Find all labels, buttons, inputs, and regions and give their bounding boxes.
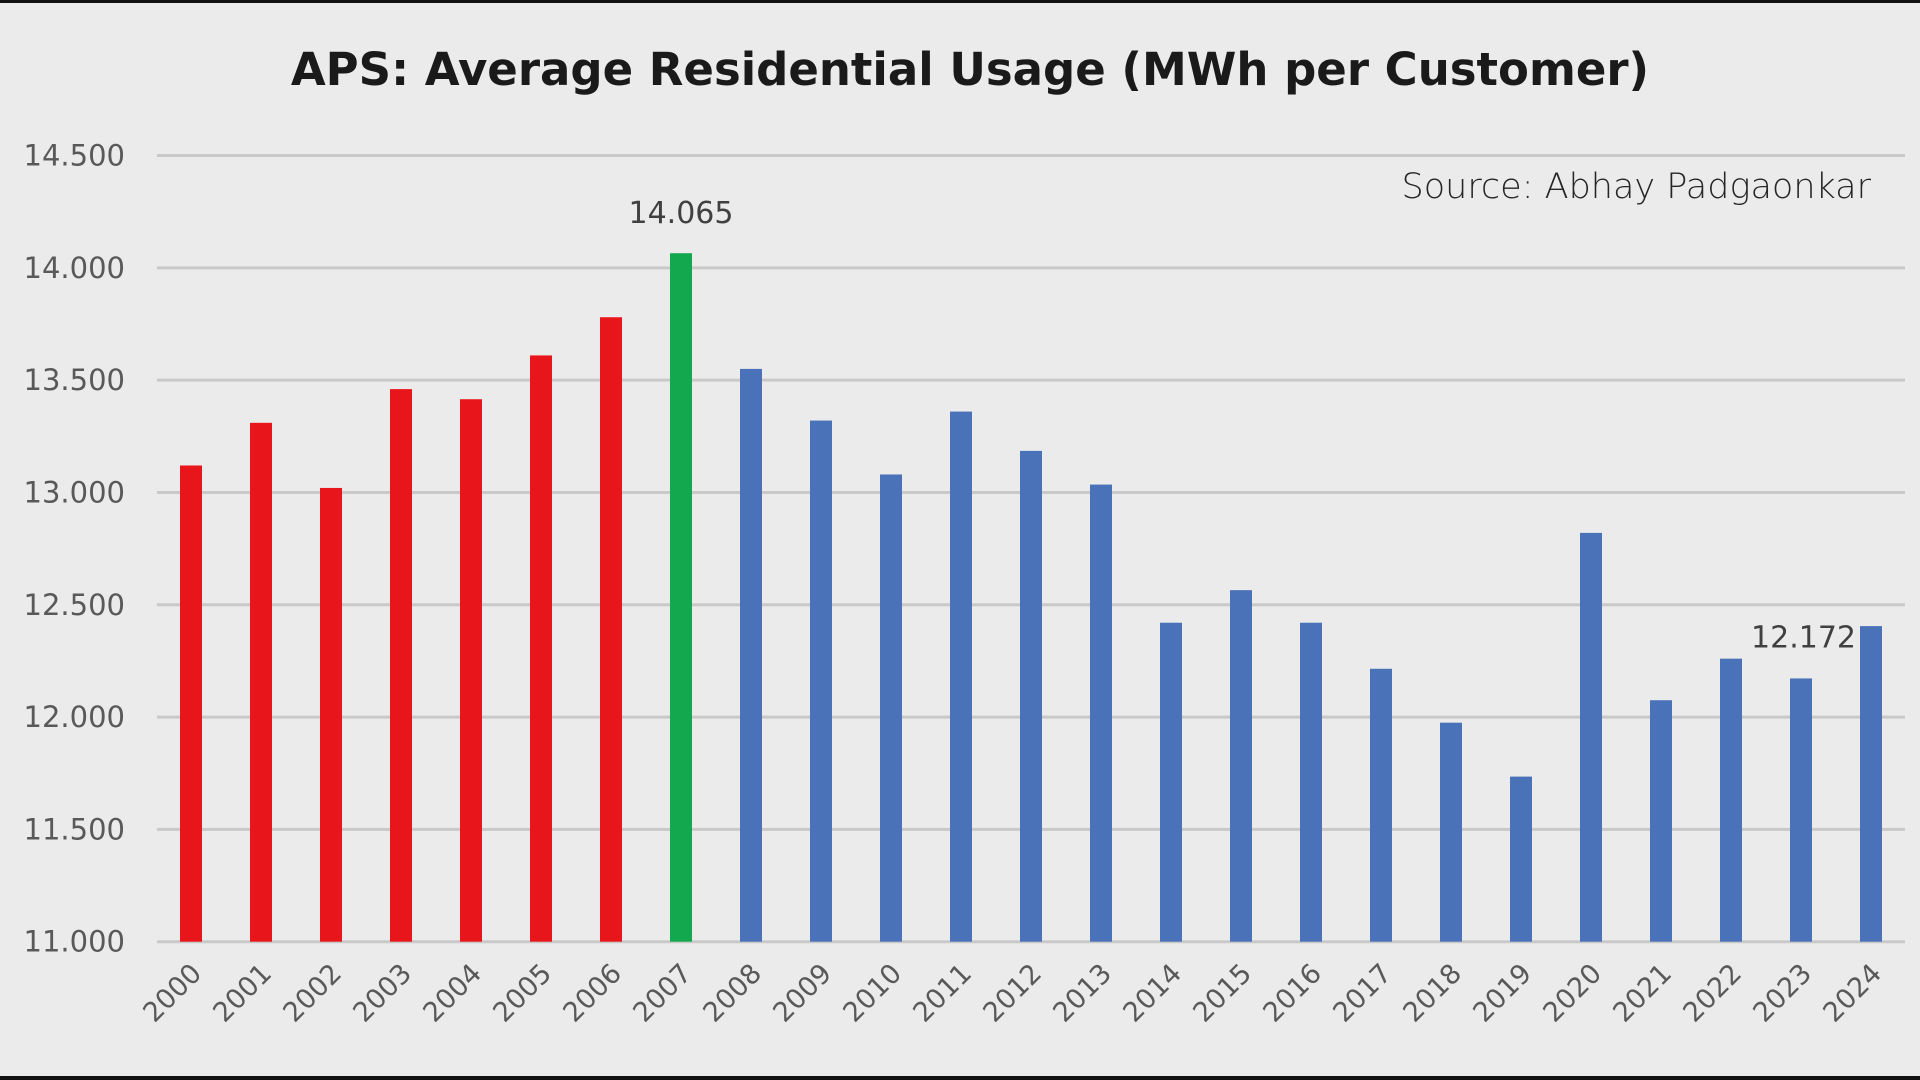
bar-2016	[1300, 622, 1322, 942]
x-tick-label: 2010	[837, 958, 908, 1029]
bar-2022	[1720, 658, 1742, 942]
x-tick-label: 2018	[1397, 958, 1468, 1029]
x-tick-label: 2006	[557, 958, 628, 1029]
bar-2002	[320, 487, 342, 942]
bar-2008	[740, 368, 762, 942]
bar-2007	[670, 253, 692, 942]
x-tick-label: 2009	[767, 958, 838, 1029]
y-tick-label: 12.500	[24, 588, 125, 622]
y-tick-label: 13.000	[24, 475, 125, 509]
bar-2003	[390, 389, 412, 942]
bar-2015	[1230, 590, 1252, 942]
x-tick-label: 2015	[1187, 958, 1258, 1029]
x-tick-label: 2013	[1047, 958, 1118, 1029]
bar-2012	[1020, 450, 1042, 942]
x-tick-label: 2017	[1327, 958, 1398, 1029]
x-tick-label: 2000	[137, 958, 208, 1029]
bar-2013	[1090, 484, 1112, 942]
x-tick-label: 2002	[277, 958, 348, 1029]
x-tick-label: 2001	[207, 958, 278, 1029]
y-axis-ticks: 11.000 11.500 12.000 12.500 13.000 13.500 14.0…	[24, 139, 125, 959]
x-tick-label: 2005	[487, 958, 558, 1029]
bar-2005	[530, 355, 552, 942]
x-tick-label: 2004	[417, 958, 488, 1029]
bar-2024	[1860, 626, 1882, 942]
bar-2009	[810, 420, 832, 942]
x-tick-label: 2008	[697, 958, 768, 1029]
y-tick-label: 11.500	[24, 812, 125, 846]
x-tick-label: 2019	[1467, 958, 1538, 1029]
data-label-2023: 12.172	[1751, 620, 1856, 655]
bar-2014	[1160, 622, 1182, 942]
bottom-border	[0, 1076, 1920, 1080]
data-labels: 14.065 12.172	[629, 196, 1856, 655]
bar-2010	[880, 474, 902, 942]
x-tick-label: 2007	[627, 958, 698, 1029]
x-tick-label: 2003	[347, 958, 418, 1029]
x-tick-label: 2014	[1117, 958, 1188, 1029]
bar-2011	[950, 411, 972, 942]
bar-2020	[1580, 532, 1602, 942]
x-tick-label: 2012	[977, 958, 1048, 1029]
data-label-2007: 14.065	[629, 196, 734, 231]
source-annotation: Source: Abhay Padgaonkar	[1402, 167, 1872, 207]
top-border	[0, 0, 1920, 3]
x-axis-ticks: 2000 2001 2002 2003 2004 2005 2006 2007 2008 2009…	[137, 958, 1888, 1029]
x-tick-label: 2023	[1747, 958, 1818, 1029]
y-tick-label: 14.000	[24, 251, 125, 285]
bar-2004	[460, 399, 482, 942]
bar-2023	[1790, 678, 1812, 942]
x-tick-label: 2022	[1677, 958, 1748, 1029]
x-tick-label: 2021	[1607, 958, 1678, 1029]
x-tick-label: 2011	[907, 958, 978, 1029]
bar-2006	[600, 317, 622, 942]
y-tick-label: 14.500	[24, 139, 125, 173]
gridlines	[157, 154, 1905, 944]
x-tick-label: 2020	[1537, 958, 1608, 1029]
bar-2017	[1370, 668, 1392, 942]
x-tick-label: 2024	[1817, 958, 1888, 1029]
y-tick-label: 11.000	[24, 925, 125, 959]
y-tick-label: 12.000	[24, 700, 125, 734]
chart-title: APS: Average Residential Usage (MWh per …	[291, 43, 1649, 96]
x-tick-label: 2016	[1257, 958, 1328, 1029]
bar-2021	[1650, 700, 1672, 942]
bar-2019	[1510, 776, 1532, 942]
bars	[180, 253, 1882, 942]
y-tick-label: 13.500	[24, 363, 125, 397]
bar-2000	[180, 465, 202, 942]
bar-2018	[1440, 722, 1462, 942]
bar-2001	[250, 422, 272, 942]
